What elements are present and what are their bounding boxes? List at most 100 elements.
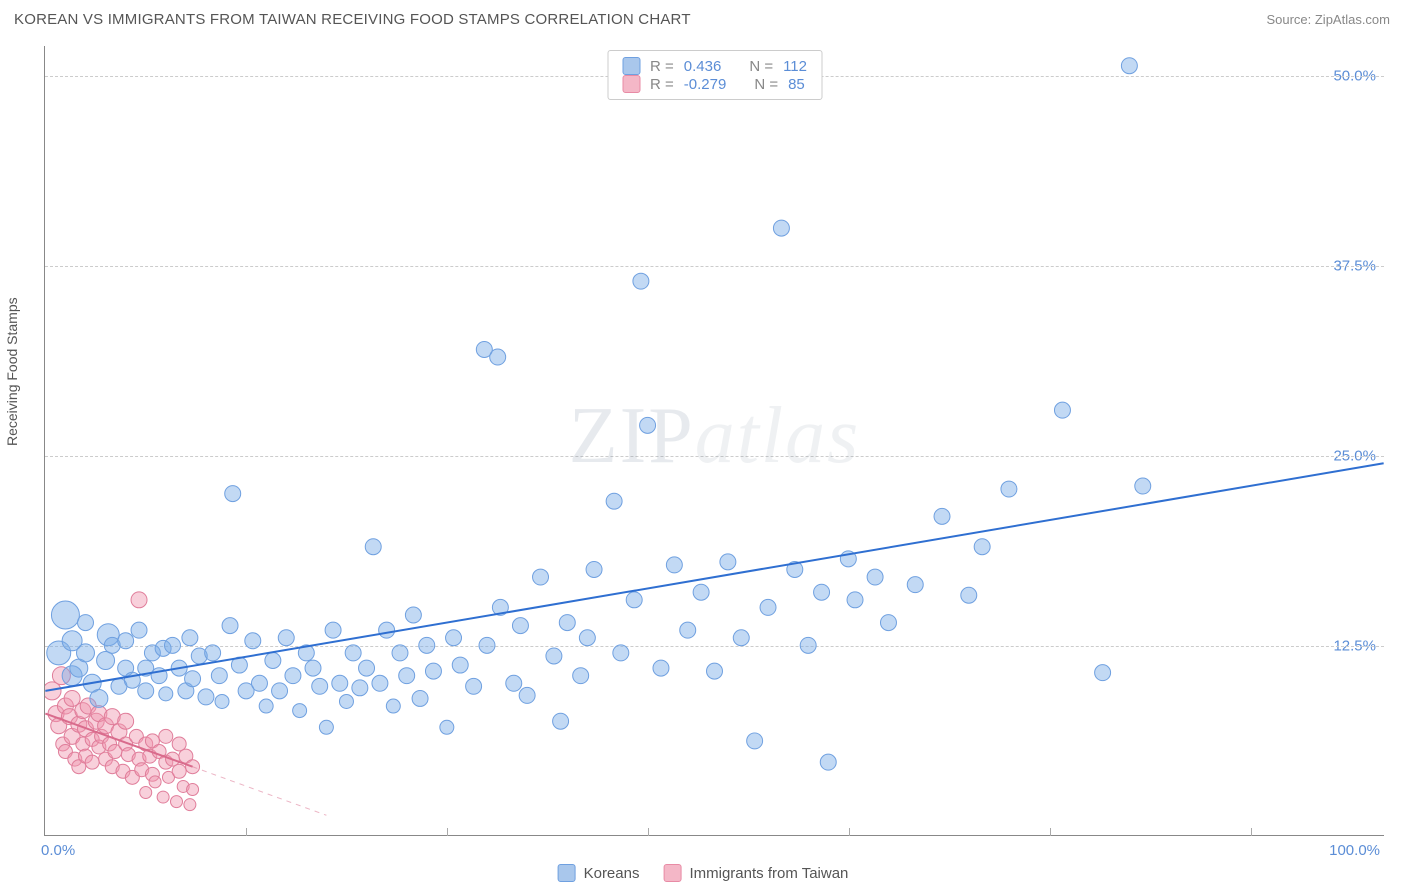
data-point — [251, 675, 267, 691]
data-point — [452, 657, 468, 673]
data-point — [198, 689, 214, 705]
r-value-blue: 0.436 — [684, 58, 722, 75]
chart-title: KOREAN VS IMMIGRANTS FROM TAIWAN RECEIVI… — [14, 11, 691, 28]
data-point — [880, 615, 896, 631]
data-point — [164, 637, 180, 653]
legend-row-blue: R = 0.436 N = 112 — [622, 57, 807, 75]
data-point — [760, 599, 776, 615]
data-point — [680, 622, 696, 638]
data-point — [85, 755, 99, 769]
data-point — [573, 668, 589, 684]
data-point — [205, 645, 221, 661]
data-point — [149, 776, 161, 788]
data-point — [579, 630, 595, 646]
data-point — [225, 486, 241, 502]
data-point — [305, 660, 321, 676]
data-point — [1054, 402, 1070, 418]
trend-line — [193, 767, 327, 816]
data-point — [693, 584, 709, 600]
data-point — [490, 349, 506, 365]
data-point — [182, 630, 198, 646]
data-point — [259, 699, 273, 713]
data-point — [215, 694, 229, 708]
data-point — [185, 671, 201, 687]
data-point — [626, 592, 642, 608]
y-axis-label: Receiving Food Stamps — [4, 297, 20, 446]
xtick-0: 0.0% — [41, 842, 75, 859]
data-point — [131, 622, 147, 638]
data-point — [633, 273, 649, 289]
swatch-taiwan-icon — [663, 864, 681, 882]
data-point — [533, 569, 549, 585]
data-point — [379, 622, 395, 638]
series-legend: Koreans Immigrants from Taiwan — [558, 864, 849, 882]
header-bar: KOREAN VS IMMIGRANTS FROM TAIWAN RECEIVI… — [0, 0, 1406, 38]
data-point — [359, 660, 375, 676]
data-point — [131, 592, 147, 608]
data-point — [90, 689, 108, 707]
data-point — [345, 645, 361, 661]
xtick-100: 100.0% — [1329, 842, 1380, 859]
data-point — [412, 690, 428, 706]
legend-item-koreans: Koreans — [558, 864, 640, 882]
legend-item-taiwan: Immigrants from Taiwan — [663, 864, 848, 882]
data-point — [720, 554, 736, 570]
data-point — [907, 577, 923, 593]
swatch-blue — [622, 57, 640, 75]
data-point — [138, 683, 154, 699]
data-point — [159, 729, 173, 743]
data-point — [272, 683, 288, 699]
data-point — [559, 615, 575, 631]
data-point — [847, 592, 863, 608]
data-point — [425, 663, 441, 679]
data-point — [666, 557, 682, 573]
correlation-legend: R = 0.436 N = 112 R = -0.279 N = 85 — [607, 50, 822, 100]
data-point — [293, 704, 307, 718]
data-point — [392, 645, 408, 661]
data-point — [479, 637, 495, 653]
data-point — [820, 754, 836, 770]
plot-area: R = 0.436 N = 112 R = -0.279 N = 85 ZIPa… — [44, 46, 1384, 836]
data-point — [172, 764, 186, 778]
data-point — [184, 799, 196, 811]
data-point — [653, 660, 669, 676]
data-point — [97, 652, 115, 670]
data-point — [934, 508, 950, 524]
legend-row-pink: R = -0.279 N = 85 — [622, 75, 807, 93]
data-point — [332, 675, 348, 691]
data-point — [961, 587, 977, 603]
data-point — [140, 787, 152, 799]
data-point — [312, 678, 328, 694]
data-point — [613, 645, 629, 661]
data-point — [157, 791, 169, 803]
data-point — [1095, 665, 1111, 681]
data-point — [586, 561, 602, 577]
data-point — [278, 630, 294, 646]
data-point — [399, 668, 415, 684]
data-point — [159, 687, 173, 701]
swatch-koreans-icon — [558, 864, 576, 882]
data-point — [553, 713, 569, 729]
data-point — [419, 637, 435, 653]
source-label: Source: ZipAtlas.com — [1266, 12, 1390, 27]
data-point — [118, 633, 134, 649]
data-point — [1001, 481, 1017, 497]
data-point — [1121, 58, 1137, 74]
data-point — [78, 615, 94, 631]
data-point — [707, 663, 723, 679]
data-point — [245, 633, 261, 649]
data-point — [640, 417, 656, 433]
n-value-blue: 112 — [783, 58, 807, 75]
data-point — [773, 220, 789, 236]
data-point — [386, 699, 400, 713]
n-value-pink: 85 — [788, 76, 805, 93]
data-point — [519, 687, 535, 703]
data-point — [1135, 478, 1151, 494]
data-point — [814, 584, 830, 600]
data-point — [440, 720, 454, 734]
data-point — [365, 539, 381, 555]
data-point — [405, 607, 421, 623]
data-point — [372, 675, 388, 691]
swatch-pink — [622, 75, 640, 93]
data-point — [51, 601, 79, 629]
